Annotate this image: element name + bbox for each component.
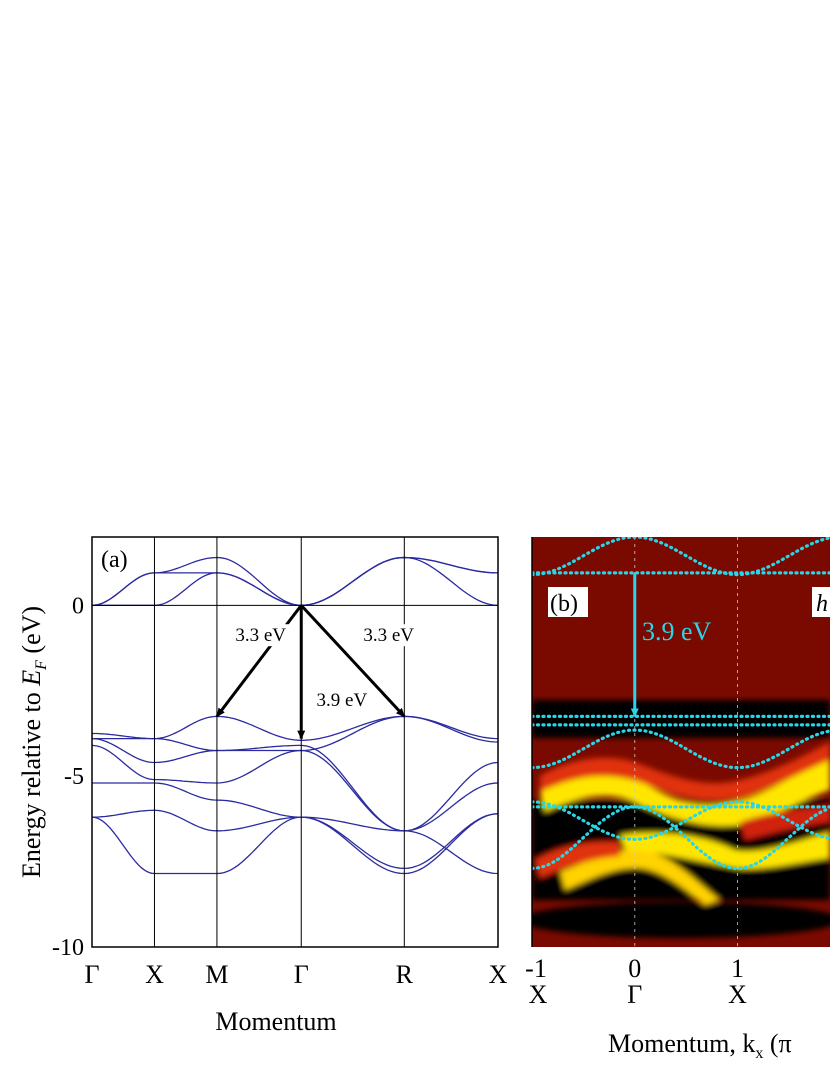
x-tick-point: Γ (627, 980, 642, 1009)
overlay-band (532, 728, 830, 770)
ylabel-sub: F (33, 660, 50, 671)
panel-b-label: (b) (550, 591, 578, 617)
ylabel-prefix: Energy relative to (17, 686, 46, 878)
band-line (92, 715, 498, 752)
intensity-dark-band (532, 700, 830, 738)
kpoint-label: M (205, 960, 228, 989)
band-line (92, 809, 498, 875)
xlabel-tail: (π (763, 1029, 791, 1058)
transition-label-bg (350, 624, 427, 647)
x-tick-number: 1 (731, 954, 744, 983)
overlay-band (532, 805, 830, 871)
kpoint-label: Γ (84, 960, 99, 989)
panel-a-yticks: 0 -5 -10 (52, 593, 84, 961)
band-line (92, 556, 498, 606)
y-tick-label: 0 (72, 593, 84, 619)
transition-arrow (300, 604, 406, 718)
panel-b-label-box (548, 587, 588, 617)
intensity-yellow (620, 832, 830, 869)
panel-b-overlay-bands (532, 537, 830, 871)
kpoint-label: Γ (294, 960, 309, 989)
transition-label: 3.3 eV (235, 625, 286, 646)
panel-b-intensity (532, 700, 830, 938)
transition-label: 3.3 eV (363, 625, 414, 646)
panel-b-partial-box (812, 587, 830, 617)
transition-label-bg (303, 689, 380, 712)
x-tick-number: 0 (628, 954, 641, 983)
band-line (92, 744, 498, 832)
intensity-red (740, 806, 830, 840)
intensity-red (540, 742, 830, 801)
kpoint-label: R (396, 960, 414, 989)
band-line (92, 556, 498, 606)
panel-a-xlabel: Momentum (215, 1007, 336, 1036)
overlay-band (532, 800, 830, 842)
band-line (92, 816, 498, 875)
intensity-red (535, 841, 620, 878)
panel-b-partial-label: h (816, 591, 828, 617)
x-tick-point: X (529, 980, 548, 1009)
panel-a-arrows: 3.3 eV 3.9 eV 3.3 eV (215, 604, 427, 740)
kpoint-label: X (489, 960, 508, 989)
xlabel-main: Momentum, k (608, 1029, 755, 1058)
transition-arrow (215, 604, 303, 718)
panel-a: 3.3 eV 3.9 eV 3.3 eV 0 -5 -10 Γ X M Γ R X (a) Mom… (17, 536, 508, 1036)
panel-b-xlabel: Momentum, kx (π (608, 1029, 792, 1062)
band-line (92, 556, 498, 606)
overlay-band (532, 537, 830, 577)
x-tick-number: -1 (525, 954, 547, 983)
ylabel-suffix: (eV) (17, 606, 46, 660)
panel-b-gridlines (634, 537, 739, 947)
band-line (92, 715, 498, 741)
transition-label: 3.9 eV (317, 690, 368, 711)
intensity-yellow (560, 849, 720, 905)
y-tick-label: -5 (64, 764, 84, 790)
ylabel-symbol: E (17, 670, 46, 687)
intensity-dark-band (532, 902, 830, 938)
xlabel-sub: x (755, 1045, 763, 1062)
band-line (92, 782, 498, 870)
panel-b-transition-label: 3.9 eV (642, 617, 712, 646)
kpoint-label: X (145, 960, 164, 989)
y-tick-label: -10 (52, 935, 84, 961)
band-line (92, 737, 498, 832)
panel-a-frame (91, 536, 499, 948)
x-tick-point: X (728, 980, 747, 1009)
panel-a-label: (a) (101, 547, 128, 573)
transition-label-bg (222, 624, 299, 647)
panel-a-ylabel: Energy relative to EF (eV) (17, 606, 50, 878)
